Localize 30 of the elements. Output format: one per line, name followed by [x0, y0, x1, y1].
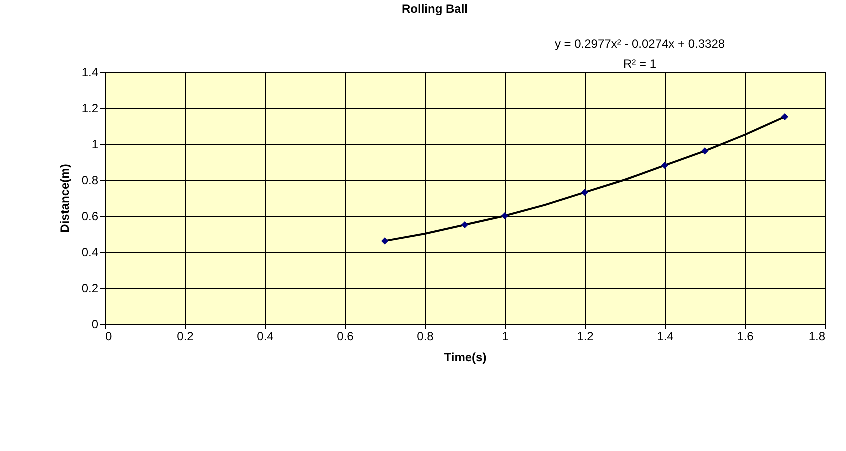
- y-tick-label: 1.2: [82, 102, 99, 116]
- x-tick-label: 1.8: [808, 330, 826, 344]
- x-tick-label: 1.4: [657, 330, 674, 344]
- y-tick-label: 1: [92, 138, 99, 152]
- y-tick-label: 1.4: [82, 66, 99, 80]
- point: [501, 212, 509, 220]
- x-tick-label: 1.6: [737, 330, 754, 344]
- x-axis-title: Time(s): [444, 350, 487, 364]
- point: [701, 148, 709, 155]
- x-tick-label: 0.2: [177, 330, 194, 344]
- point: [381, 238, 389, 245]
- y-tick-label: 0.6: [82, 210, 99, 224]
- x-tick-label: 0.4: [257, 330, 274, 344]
- x-tick-label: 0.8: [417, 330, 434, 344]
- x-tick-label: 1.2: [577, 330, 594, 344]
- text: R² = 1: [623, 57, 657, 71]
- y-tick-label: 0.4: [82, 246, 99, 260]
- x-tick-label: 0.6: [337, 330, 354, 344]
- y-axis-title: Distance(m): [58, 164, 72, 233]
- text: y = 0.2977x² - 0.0274x + 0.3328: [554, 37, 726, 51]
- point: [661, 162, 669, 170]
- chart-title: Rolling Ball: [402, 2, 468, 16]
- point: [581, 189, 589, 196]
- point: [461, 221, 469, 229]
- point: [781, 113, 789, 121]
- y-tick-label: 0.8: [82, 174, 99, 188]
- y-tick-label: 0: [92, 318, 99, 332]
- x-tick-label: 1: [502, 330, 510, 344]
- y-tick-label: 0.2: [82, 282, 99, 296]
- x-tick-label: 0: [106, 330, 112, 344]
